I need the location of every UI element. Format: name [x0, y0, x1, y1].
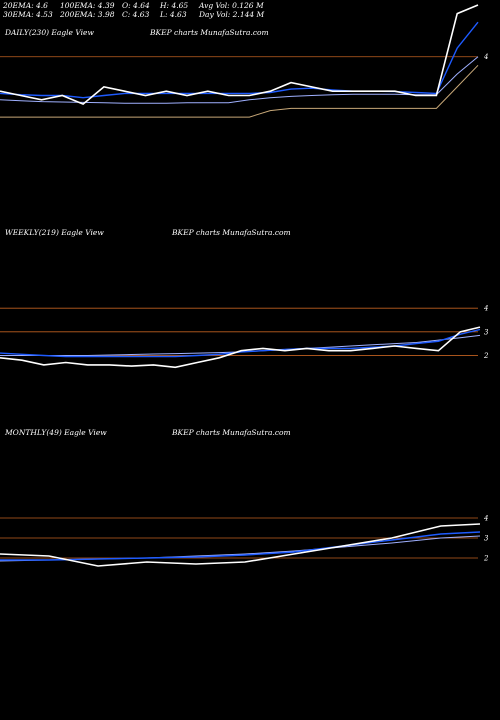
stat-20ema: 20EMA: 4.6: [3, 1, 48, 10]
stat-30ema: 30EMA: 4.53: [3, 10, 53, 19]
monthly-series-line-1: [0, 531, 481, 561]
monthly-series-line-0: [0, 523, 481, 567]
stat-high: H: 4.65: [160, 1, 189, 10]
monthly-series: [0, 523, 481, 567]
weekly-panel-label: WEEKLY(219) Eagle View: [5, 228, 104, 237]
stat-open: O: 4.64: [122, 1, 150, 10]
stats-header: 20EMA: 4.6 100EMA: 4.39 O: 4.64 H: 4.65 …: [3, 1, 303, 19]
monthly-panel-label: MONTHLY(49) Eagle View: [5, 428, 107, 437]
axis-ticks: 4 2 3 4 2 3 4: [483, 53, 489, 562]
daily-panel-brand: BKEP charts MunafaSutra.com: [150, 28, 269, 37]
stat-close: C: 4.63: [122, 10, 150, 19]
weekly-series-line-0: [0, 326, 481, 369]
monthly-tick-label: 4: [483, 515, 488, 523]
daily-series-line-3: [0, 64, 479, 118]
monthly-tick-label: 3: [484, 535, 489, 543]
stat-200ema: 200EMA: 3.98: [60, 10, 115, 19]
stat-low: L: 4.63: [160, 10, 187, 19]
weekly-panel-brand: BKEP charts MunafaSutra.com: [172, 228, 291, 237]
stats-row-1: 20EMA: 4.6 100EMA: 4.39 O: 4.64 H: 4.65 …: [3, 1, 303, 10]
weekly-gridlines: [0, 307, 478, 356]
daily-series: [0, 4, 479, 118]
monthly-gridlines: [0, 517, 478, 559]
monthly-tick-label: 2: [483, 555, 489, 563]
daily-series-line-0: [0, 4, 479, 106]
weekly-tick-label: 2: [483, 352, 489, 360]
stat-100ema: 100EMA: 4.39: [60, 1, 115, 10]
stat-avg-vol: Avg Vol: 0.126 M: [199, 1, 264, 10]
weekly-series-line-1: [0, 328, 481, 358]
weekly-series: [0, 326, 481, 369]
monthly-series-line-2: [0, 535, 481, 562]
daily-panel-label: DAILY(230) Eagle View: [5, 28, 94, 37]
stats-row-2: 30EMA: 4.53 200EMA: 3.98 C: 4.63 L: 4.63…: [3, 10, 303, 19]
weekly-tick-label: 3: [484, 328, 489, 336]
daily-tick-label: 4: [483, 53, 488, 61]
weekly-tick-label: 4: [483, 305, 488, 313]
monthly-panel-brand: BKEP charts MunafaSutra.com: [172, 428, 291, 437]
stat-day-vol: Day Vol: 2.144 M: [199, 10, 265, 19]
daily-series-line-1: [0, 21, 479, 99]
